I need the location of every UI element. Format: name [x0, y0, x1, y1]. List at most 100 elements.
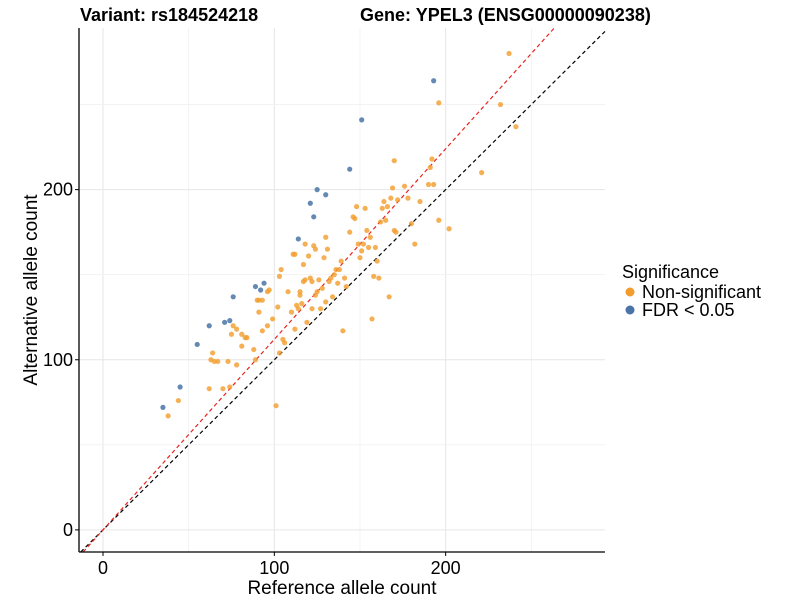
point-non-significant	[234, 326, 240, 332]
point-non-significant	[259, 297, 265, 303]
x-tick-label: 200	[431, 558, 461, 578]
point-non-significant	[374, 258, 380, 264]
x-tick-label: 0	[98, 558, 108, 578]
point-non-significant	[215, 358, 221, 365]
point-non-significant	[367, 234, 373, 240]
point-non-significant	[393, 229, 399, 235]
point-non-significant	[324, 246, 331, 252]
point-non-significant	[506, 50, 512, 57]
chart-title-gene: Gene: YPEL3 (ENSG00000090238)	[360, 5, 651, 25]
point-non-significant	[285, 289, 291, 295]
point-non-significant	[371, 273, 377, 279]
point-non-significant	[239, 331, 245, 337]
point-non-significant	[338, 258, 344, 264]
point-non-significant	[256, 309, 262, 315]
point-non-significant	[365, 244, 372, 251]
point-fdr-significant	[261, 280, 267, 286]
reference-lines	[80, 27, 606, 553]
point-non-significant	[328, 275, 334, 281]
point-fdr-significant	[222, 319, 228, 325]
point-non-significant	[323, 234, 329, 240]
point-fdr-significant	[359, 117, 365, 123]
point-fdr-significant	[431, 78, 437, 84]
point-non-significant	[427, 164, 433, 171]
point-fdr-significant	[258, 287, 264, 293]
point-non-significant	[309, 278, 315, 285]
point-non-significant	[288, 309, 295, 315]
point-non-significant	[230, 323, 236, 329]
point-non-significant	[364, 227, 370, 234]
point-non-significant	[175, 397, 181, 404]
point-non-significant	[343, 283, 349, 290]
point-non-significant	[273, 403, 279, 409]
point-non-significant	[336, 266, 343, 273]
point-non-significant	[208, 357, 214, 363]
point-non-significant	[264, 323, 271, 329]
point-non-significant	[355, 241, 361, 247]
point-non-significant	[319, 285, 325, 291]
point-non-significant	[275, 304, 281, 310]
point-non-significant	[425, 181, 432, 188]
point-fdr-significant	[323, 192, 329, 198]
y-axis-ticks: 0 100 200	[43, 180, 79, 540]
y-tick-label: 200	[43, 180, 73, 200]
legend-title: Significance	[622, 262, 719, 282]
legend-marker-non-significant	[625, 287, 635, 297]
point-non-significant	[259, 328, 265, 334]
point-non-significant	[405, 195, 411, 201]
point-non-significant	[391, 158, 397, 164]
point-non-significant	[341, 275, 348, 281]
point-non-significant	[329, 294, 336, 300]
point-non-significant	[352, 215, 358, 222]
point-non-significant	[412, 241, 418, 247]
point-non-significant	[362, 205, 368, 211]
point-fdr-significant	[311, 214, 317, 220]
chart-title-variant: Variant: rs184524218	[80, 5, 258, 25]
point-non-significant	[225, 358, 231, 365]
point-non-significant	[384, 204, 391, 210]
point-non-significant	[321, 255, 327, 261]
point-non-significant	[210, 350, 216, 356]
point-non-significant	[353, 204, 360, 210]
point-non-significant	[316, 277, 322, 283]
point-non-significant	[228, 331, 235, 337]
point-non-significant	[383, 217, 389, 223]
point-non-significant	[276, 273, 283, 279]
point-non-significant	[295, 306, 301, 312]
point-non-significant	[282, 340, 288, 346]
point-non-significant	[299, 301, 305, 307]
y-axis-title: Alternative allele count	[21, 194, 42, 386]
point-fdr-significant	[194, 341, 200, 348]
point-non-significant	[305, 253, 312, 259]
point-fdr-significant	[227, 318, 233, 324]
point-fdr-significant	[314, 187, 320, 193]
point-non-significant	[302, 277, 308, 283]
point-non-significant	[340, 328, 346, 334]
gridlines	[79, 28, 605, 552]
point-non-significant	[276, 350, 283, 356]
point-fdr-significant	[160, 404, 166, 410]
point-non-significant	[497, 101, 504, 108]
legend-label-non-significant: Non-significant	[642, 282, 761, 302]
point-non-significant	[417, 198, 423, 205]
point-non-significant	[479, 170, 485, 176]
point-non-significant	[304, 319, 310, 325]
point-non-significant	[388, 195, 394, 201]
point-non-significant	[401, 183, 408, 189]
point-non-significant	[292, 326, 298, 332]
x-axis-title: Reference allele count	[247, 578, 437, 599]
point-non-significant	[252, 357, 259, 363]
point-non-significant	[251, 346, 257, 353]
point-non-significant	[386, 294, 392, 300]
point-non-significant	[359, 248, 365, 254]
point-non-significant	[309, 306, 315, 312]
point-non-significant	[227, 384, 233, 390]
point-non-significant	[234, 362, 240, 368]
point-fdr-significant	[295, 236, 301, 242]
point-non-significant	[323, 299, 329, 305]
point-non-significant	[389, 185, 396, 191]
point-fdr-significant	[347, 166, 353, 172]
point-non-significant	[408, 221, 414, 227]
point-fdr-significant	[307, 200, 313, 206]
point-fdr-significant	[230, 294, 236, 300]
